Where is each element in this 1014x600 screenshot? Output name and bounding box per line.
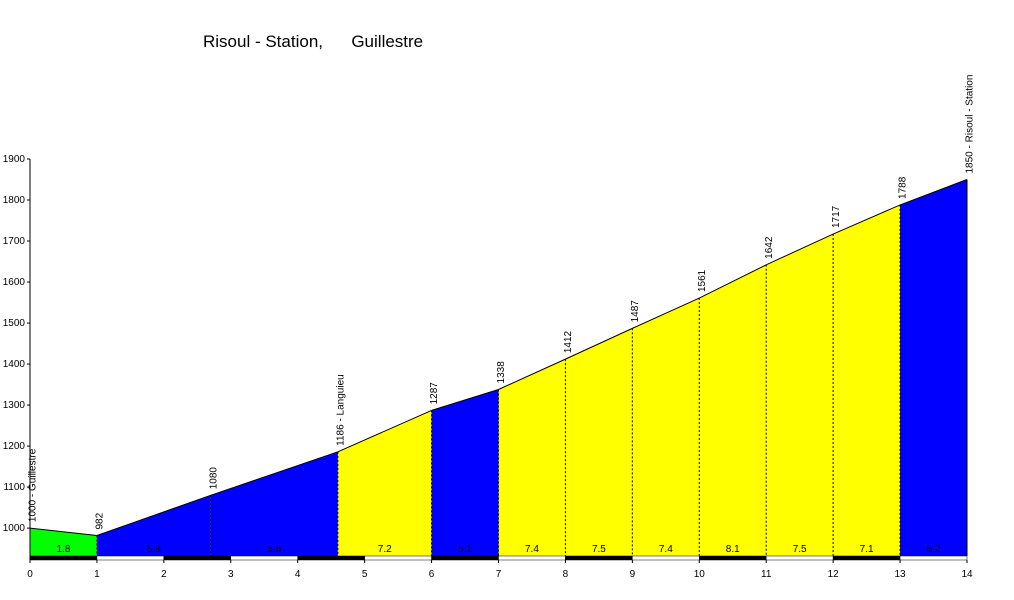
km-bar <box>230 555 298 561</box>
km-bar <box>29 555 98 561</box>
x-tick-label: 2 <box>161 569 167 580</box>
y-tick-label: 1400 <box>3 359 26 370</box>
gradient-label: 6.2 <box>927 544 941 555</box>
gradient-label: 5.8 <box>147 544 161 555</box>
point-label: 1487 <box>630 300 641 323</box>
segment <box>498 359 566 556</box>
gradient-label: 7.5 <box>793 544 807 555</box>
km-bar <box>498 555 566 561</box>
profile-edge <box>210 451 339 496</box>
y-tick-label: 1500 <box>3 318 26 329</box>
x-tick-label: 13 <box>895 569 907 580</box>
x-tick-label: 11 <box>761 569 772 580</box>
segment <box>900 179 967 556</box>
profile-edge <box>29 527 97 536</box>
point-label: 1287 <box>429 382 440 405</box>
x-tick-label: 14 <box>961 569 973 580</box>
km-bar <box>832 555 901 561</box>
km-bar <box>431 555 499 561</box>
profile-edge <box>699 264 767 299</box>
km-bar <box>899 555 968 561</box>
x-tick-label: 5 <box>362 569 368 580</box>
profile-edge <box>96 494 211 536</box>
y-tick-label: 1200 <box>3 441 26 452</box>
gradient-label: 8.1 <box>726 544 740 555</box>
profile-edge <box>565 327 633 360</box>
point-label: 982 <box>95 512 106 529</box>
y-tick-label: 1300 <box>3 400 26 411</box>
segment <box>766 234 834 557</box>
segment <box>632 298 700 556</box>
segment <box>699 264 767 556</box>
x-tick-label: 4 <box>295 569 301 580</box>
y-tick-label: 1100 <box>3 482 25 493</box>
point-label: 1338 <box>496 361 507 384</box>
x-tick-label: 10 <box>694 569 706 580</box>
segment <box>96 495 211 556</box>
point-label: 1412 <box>563 330 574 353</box>
profile-edge <box>498 358 566 390</box>
point-label: 1642 <box>764 236 775 259</box>
x-tick-label: 6 <box>429 569 435 580</box>
gradient-label: 5.1 <box>458 544 472 555</box>
point-label: 1850 - Risoul - Station <box>965 75 976 174</box>
x-tick-label: 8 <box>563 569 569 580</box>
point-label: 1788 <box>898 176 909 199</box>
gradient-label: 7.2 <box>378 544 392 555</box>
km-bar <box>765 555 834 561</box>
gradient-label: 7.4 <box>525 544 539 555</box>
y-tick-label: 1600 <box>3 277 26 288</box>
profile-edge <box>899 179 968 206</box>
profile-edge <box>766 233 834 266</box>
km-bar <box>297 555 365 561</box>
segment <box>833 204 901 556</box>
x-tick-label: 12 <box>828 569 840 580</box>
y-tick-label: 1800 <box>3 195 26 206</box>
segment <box>210 451 338 556</box>
gradient-label: 5.6 <box>267 544 281 555</box>
profile-edge <box>832 204 901 235</box>
point-label: 1080 <box>208 467 219 490</box>
x-tick-label: 7 <box>496 569 502 580</box>
profile-edge <box>632 297 700 329</box>
gradient-label: 7.5 <box>592 544 606 555</box>
y-tick-label: 1900 <box>3 154 26 165</box>
gradient-label: 7.1 <box>860 544 874 555</box>
y-tick-label: 1000 <box>3 523 26 534</box>
km-bar <box>96 555 165 561</box>
km-bar <box>565 555 633 561</box>
gradient-label: 1.8 <box>57 544 71 555</box>
km-bar <box>364 555 432 561</box>
segment <box>431 389 499 556</box>
profile-edge <box>337 409 432 453</box>
x-tick-label: 0 <box>27 569 33 580</box>
point-label: 1561 <box>697 269 708 292</box>
segment <box>30 528 97 556</box>
segment <box>565 328 633 556</box>
segment <box>337 410 432 556</box>
point-label: 1000 - Guillestre <box>28 448 39 522</box>
profile-edge <box>431 389 499 411</box>
chart-title: Risoul - Station, Guillestre <box>203 32 423 51</box>
x-tick-label: 1 <box>94 569 100 580</box>
km-bar <box>699 555 767 561</box>
point-label: 1186 - Languieu <box>336 374 347 446</box>
point-label: 1717 <box>831 205 842 228</box>
x-tick-label: 9 <box>630 569 636 580</box>
x-tick-label: 3 <box>228 569 234 580</box>
gradient-label: 7.4 <box>659 544 673 555</box>
y-tick-label: 1700 <box>3 236 26 247</box>
km-bar <box>163 555 232 561</box>
km-bar <box>632 555 700 561</box>
